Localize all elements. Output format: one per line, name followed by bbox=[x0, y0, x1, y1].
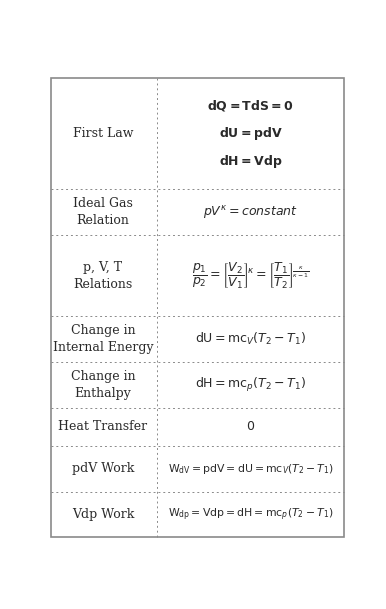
Text: $\mathrm{W_{dV} = pdV = dU = mc}_{V}(T_2 - T_1)$: $\mathrm{W_{dV} = pdV = dU = mc}_{V}(T_2… bbox=[168, 462, 334, 476]
Text: $\mathrm{dU = mc}_{V}(T_2 - T_1)$: $\mathrm{dU = mc}_{V}(T_2 - T_1)$ bbox=[195, 331, 306, 347]
Text: Ideal Gas
Relation: Ideal Gas Relation bbox=[73, 197, 133, 227]
Text: $\mathrm{0}$: $\mathrm{0}$ bbox=[246, 420, 256, 434]
Text: p, V, T
Relations: p, V, T Relations bbox=[73, 261, 132, 291]
Text: $\dfrac{p_1}{p_2} = \left[\dfrac{V_2}{V_1}\right]^{\!\kappa} = \left[\dfrac{T_1}: $\dfrac{p_1}{p_2} = \left[\dfrac{V_2}{V_… bbox=[192, 261, 310, 291]
Text: $pV^{\kappa} = \mathit{constant}$: $pV^{\kappa} = \mathit{constant}$ bbox=[203, 204, 298, 221]
Text: Heat Transfer: Heat Transfer bbox=[58, 420, 147, 434]
Text: First Law: First Law bbox=[73, 127, 133, 140]
Text: $\mathbf{dH = Vdp}$: $\mathbf{dH = Vdp}$ bbox=[219, 153, 283, 170]
Text: $\mathrm{dH = mc}_{p}(T_2 - T_1)$: $\mathrm{dH = mc}_{p}(T_2 - T_1)$ bbox=[195, 376, 306, 394]
Text: Change in
Internal Energy: Change in Internal Energy bbox=[52, 324, 153, 354]
Text: $\mathbf{dU = pdV}$: $\mathbf{dU = pdV}$ bbox=[219, 125, 283, 142]
Text: pdV Work: pdV Work bbox=[72, 462, 134, 475]
Text: Vdp Work: Vdp Work bbox=[72, 508, 134, 521]
Text: $\mathrm{W_{dp} = Vdp = dH = mc}_{p}(T_2 - T_1)$: $\mathrm{W_{dp} = Vdp = dH = mc}_{p}(T_2… bbox=[168, 506, 334, 523]
Text: $\mathbf{dQ = TdS = 0}$: $\mathbf{dQ = TdS = 0}$ bbox=[208, 98, 295, 113]
Text: Change in
Enthalpy: Change in Enthalpy bbox=[71, 370, 135, 400]
